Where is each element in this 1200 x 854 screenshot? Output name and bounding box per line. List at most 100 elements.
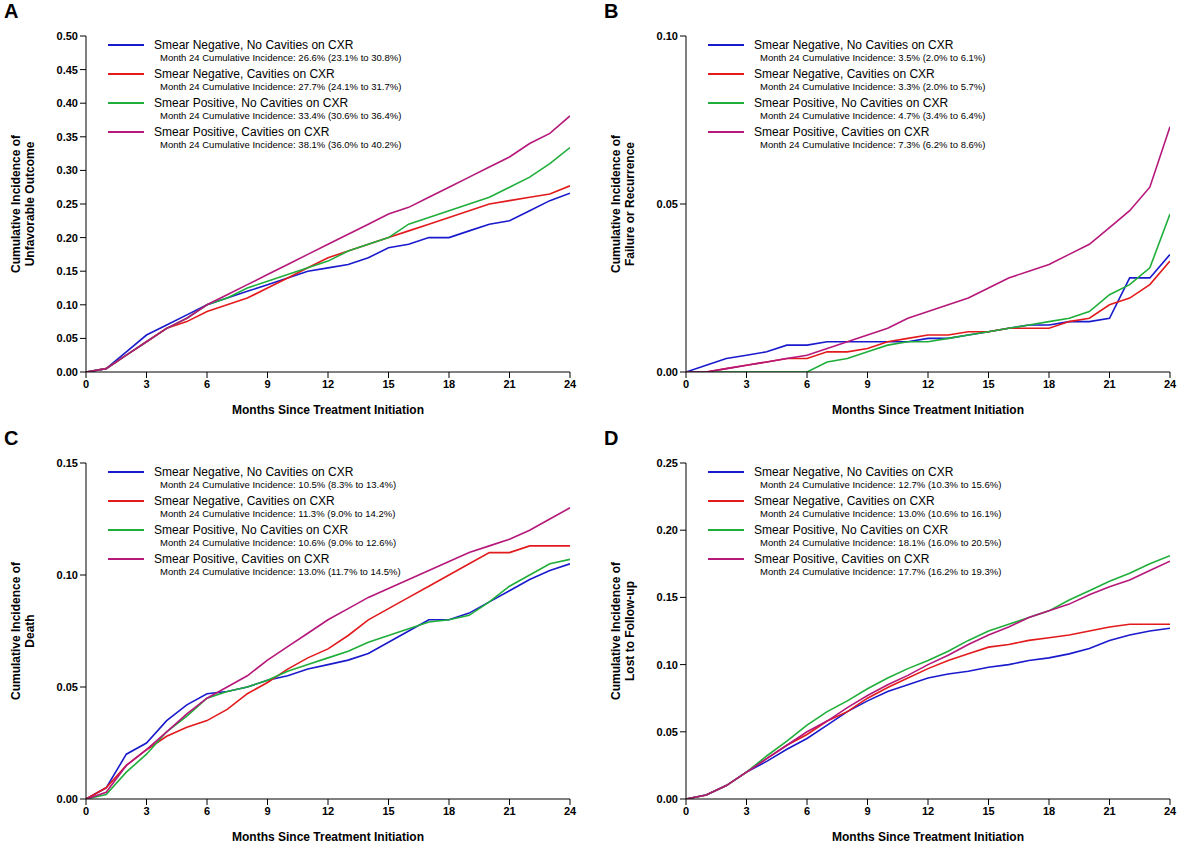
html-text:Smear Positive, No Cavities on: Smear Positive, No Cavities on CXR [754,96,949,110]
svg-text:12: 12 [322,805,334,817]
html-text:Month 24 Cumulative Incidence:: Month 24 Cumulative Incidence: 3.3% (2.0… [760,81,986,92]
html-text:Smear Negative, Cavities on CX: Smear Negative, Cavities on CXR [754,494,935,508]
svg-text:Months Since Treatment Initiat: Months Since Treatment Initiation [832,403,1024,417]
svg-text:0.35: 0.35 [57,131,78,143]
svg-text:21: 21 [1103,805,1115,817]
svg-text:0.05: 0.05 [657,726,678,738]
html-text:Smear Negative, No Cavities on: Smear Negative, No Cavities on CXR [154,38,354,52]
html-text:B: B [604,0,619,22]
svg-text:0: 0 [83,378,89,390]
svg-text:3: 3 [743,378,749,390]
svg-text:0.15: 0.15 [657,591,678,603]
svg-text:18: 18 [1043,805,1055,817]
svg-text:18: 18 [443,805,455,817]
svg-text:21: 21 [503,805,515,817]
svg-text:0: 0 [83,805,89,817]
svg-text:0: 0 [683,805,689,817]
svg-text:0.20: 0.20 [657,524,678,536]
html-text:Smear Positive, No Cavities on: Smear Positive, No Cavities on CXR [154,96,349,110]
svg-text:0.05: 0.05 [57,332,78,344]
svg-text:0.10: 0.10 [57,299,78,311]
svg-text:24: 24 [1164,805,1177,817]
svg-text:12: 12 [322,378,334,390]
svg-text:Months Since Treatment Initiat: Months Since Treatment Initiation [232,830,424,844]
svg-text:21: 21 [503,378,515,390]
svg-text:3: 3 [143,378,149,390]
svg-text:6: 6 [204,378,210,390]
svg-text:0.40: 0.40 [57,97,78,109]
svg-text:24: 24 [1164,378,1177,390]
svg-text:21: 21 [1103,378,1115,390]
svg-text:Months Since Treatment Initiat: Months Since Treatment Initiation [232,403,424,417]
svg-text:0.25: 0.25 [657,457,678,469]
html-text:C: C [4,427,19,449]
html-text:Smear Negative, Cavities on CX: Smear Negative, Cavities on CXR [754,67,935,81]
html-text:Month 24 Cumulative Incidence:: Month 24 Cumulative Incidence: 7.3% (6.2… [760,139,986,150]
svg-text:0.00: 0.00 [57,793,78,805]
html-text:Month 24 Cumulative Incidence:: Month 24 Cumulative Incidence: 4.7% (3.4… [760,110,986,121]
svg-text:3: 3 [143,805,149,817]
svg-text:0.00: 0.00 [657,366,678,378]
html-text:Smear Positive, Cavities on CX: Smear Positive, Cavities on CXR [154,125,330,139]
html-text:Month 24 Cumulative Incidence:: Month 24 Cumulative Incidence: 11.3% (9.… [160,508,396,519]
svg-text:0.30: 0.30 [57,164,78,176]
svg-text:18: 18 [1043,378,1055,390]
svg-text:6: 6 [204,805,210,817]
svg-text:Cumulative Incidence ofLost to: Cumulative Incidence ofLost to Follow-up [609,561,637,700]
svg-text:0.50: 0.50 [57,30,78,42]
html-text:Month 24 Cumulative Incidence:: Month 24 Cumulative Incidence: 26.6% (23… [160,52,402,63]
svg-text:24: 24 [564,805,577,817]
svg-text:0.00: 0.00 [57,366,78,378]
html-text:Smear Positive, Cavities on CX: Smear Positive, Cavities on CXR [154,552,330,566]
svg-text:12: 12 [922,378,934,390]
svg-text:18: 18 [443,378,455,390]
html-text:Smear Negative, Cavities on CX: Smear Negative, Cavities on CXR [154,67,335,81]
svg-text:9: 9 [864,805,870,817]
html-text:A: A [4,0,19,22]
svg-text:24: 24 [564,378,577,390]
html-text:Month 24 Cumulative Incidence:: Month 24 Cumulative Incidence: 10.6% (9.… [160,537,397,548]
svg-text:0.15: 0.15 [57,457,78,469]
svg-text:Months Since Treatment Initiat: Months Since Treatment Initiation [832,830,1024,844]
html-text:Month 24 Cumulative Incidence:: Month 24 Cumulative Incidence: 10.5% (8.… [160,479,397,490]
svg-text:6: 6 [804,378,810,390]
svg-text:0.05: 0.05 [657,198,678,210]
svg-text:12: 12 [922,805,934,817]
html-text:Month 24 Cumulative Incidence:: Month 24 Cumulative Incidence: 33.4% (30… [160,110,402,121]
svg-text:0.10: 0.10 [57,569,78,581]
svg-text:9: 9 [264,805,270,817]
html-text:Month 24 Cumulative Incidence:: Month 24 Cumulative Incidence: 13.0% (11… [160,566,401,577]
html-text:Smear Negative, No Cavities on: Smear Negative, No Cavities on CXR [754,465,954,479]
html-text:Smear Negative, No Cavities on: Smear Negative, No Cavities on CXR [754,38,954,52]
html-text:Month 24 Cumulative Incidence:: Month 24 Cumulative Incidence: 27.7% (24… [160,81,402,92]
svg-text:15: 15 [982,378,994,390]
html-text:Smear Positive, No Cavities on: Smear Positive, No Cavities on CXR [154,523,349,537]
html-text:Smear Positive, No Cavities on: Smear Positive, No Cavities on CXR [754,523,949,537]
html-text:Month 24 Cumulative Incidence:: Month 24 Cumulative Incidence: 3.5% (2.0… [760,52,986,63]
html-text:D: D [604,427,619,449]
svg-text:0.20: 0.20 [57,232,78,244]
html-text:Smear Positive, Cavities on CX: Smear Positive, Cavities on CXR [754,125,930,139]
svg-text:0.00: 0.00 [657,793,678,805]
svg-text:9: 9 [864,378,870,390]
svg-text:0.15: 0.15 [57,265,78,277]
svg-text:0.10: 0.10 [657,30,678,42]
svg-text:15: 15 [382,378,394,390]
svg-text:Cumulative Incidence ofFailure: Cumulative Incidence ofFailure or Recurr… [609,134,637,273]
html-text:Smear Positive, Cavities on CX: Smear Positive, Cavities on CXR [754,552,930,566]
svg-text:0.45: 0.45 [57,64,78,76]
svg-text:0.10: 0.10 [657,659,678,671]
svg-text:15: 15 [382,805,394,817]
html-text:Smear Negative, No Cavities on: Smear Negative, No Cavities on CXR [154,465,354,479]
html-text:Month 24 Cumulative Incidence:: Month 24 Cumulative Incidence: 38.1% (36… [160,139,402,150]
svg-text:6: 6 [804,805,810,817]
html-text:Smear Negative, Cavities on CX: Smear Negative, Cavities on CXR [154,494,335,508]
svg-text:0.05: 0.05 [57,681,78,693]
svg-text:Cumulative Incidence ofDeath: Cumulative Incidence ofDeath [9,561,37,700]
svg-text:15: 15 [982,805,994,817]
svg-text:9: 9 [264,378,270,390]
svg-text:0: 0 [683,378,689,390]
svg-text:3: 3 [743,805,749,817]
svg-text:0.25: 0.25 [57,198,78,210]
svg-text:Cumulative Incidence ofUnfavor: Cumulative Incidence ofUnfavorable Outco… [9,134,37,273]
